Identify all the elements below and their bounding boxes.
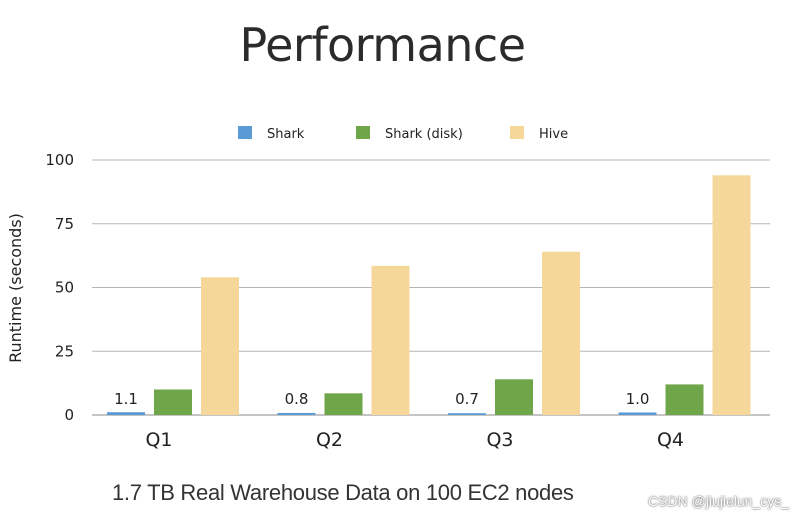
legend-swatch-0 (238, 126, 252, 139)
data-label-q2: 0.8 (285, 390, 309, 408)
legend-swatch-2 (510, 126, 524, 139)
chart-title: Performance (239, 18, 527, 72)
data-label-q3: 0.7 (455, 390, 479, 408)
bar-q3-shark (448, 413, 486, 415)
bar-q4-shark (618, 412, 657, 415)
data-labels: 1.1 0.8 0.7 1.0 (114, 390, 649, 408)
legend-label-2: Hive (539, 127, 568, 142)
y-tick-50: 50 (55, 279, 74, 297)
bar-q3-hive (542, 251, 580, 415)
bar-q1-hive (201, 277, 239, 415)
watermark: CSDN @jiujielun_cys_ (647, 493, 789, 509)
data-label-q1: 1.1 (114, 390, 138, 408)
y-tick-25: 25 (55, 342, 74, 360)
y-axis-ticks: 0 25 50 75 100 (45, 151, 74, 424)
y-tick-100: 100 (45, 151, 74, 169)
x-category-q3: Q3 (486, 429, 513, 451)
y-tick-75: 75 (55, 215, 74, 233)
legend-label-1: Shark (disk) (385, 127, 463, 142)
y-axis-label-group: Runtime (seconds) (6, 213, 25, 363)
bar-q2-hive (371, 265, 410, 415)
x-category-q1: Q1 (145, 429, 172, 451)
legend: Shark Shark (disk) Hive (238, 126, 568, 142)
y-axis-label: Runtime (seconds) (6, 213, 25, 363)
legend-swatch-1 (356, 126, 370, 139)
bar-q4-shark-disk (665, 384, 704, 415)
data-label-q4: 1.0 (626, 390, 650, 408)
legend-label-0: Shark (267, 127, 305, 142)
bar-q2-shark (277, 412, 316, 415)
x-category-q2: Q2 (316, 429, 343, 451)
x-category-q4: Q4 (657, 429, 684, 451)
bar-q1-shark-disk (154, 389, 192, 415)
chart-caption: 1.7 TB Real Warehouse Data on 100 EC2 no… (112, 480, 574, 505)
bar-q4-hive (712, 175, 751, 415)
y-tick-0: 0 (64, 406, 74, 424)
x-axis-categories: Q1 Q2 Q3 Q4 (145, 429, 684, 451)
bar-q3-shark-disk (495, 379, 533, 415)
bar-q2-shark-disk (324, 393, 363, 415)
bar-q1-shark (107, 412, 145, 415)
gridlines (92, 159, 770, 416)
bars (107, 175, 751, 415)
